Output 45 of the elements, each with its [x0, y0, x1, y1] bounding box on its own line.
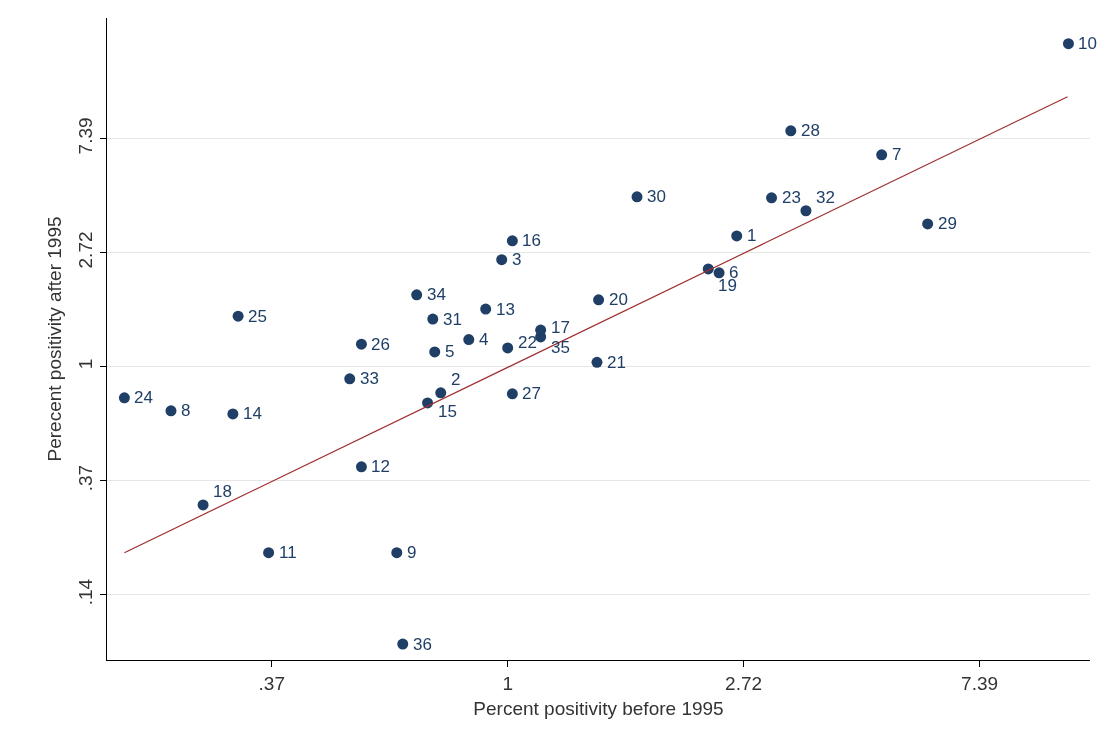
annotation: 5: [445, 342, 455, 361]
x-tick-label: .37: [258, 672, 285, 694]
annotation: 25: [248, 307, 267, 326]
annotation: 1: [747, 226, 757, 245]
annotation: 24: [134, 388, 153, 407]
y-tick-label: 1: [75, 358, 97, 370]
annotation: 4: [479, 330, 489, 349]
annotation: 22: [518, 333, 537, 352]
y-tick-label: 7.39: [75, 117, 97, 155]
annotation: 10: [1078, 34, 1097, 53]
annotation: 27: [522, 384, 541, 403]
annotation: 16: [522, 231, 541, 250]
annotation: 11: [279, 543, 297, 562]
annotation: 2: [451, 370, 461, 389]
annotation: 30: [647, 187, 666, 206]
annotation: 31: [443, 310, 462, 329]
annotation: 23: [782, 188, 801, 207]
annotation: 28: [801, 121, 820, 140]
x-tick-label: 1: [502, 672, 513, 694]
annotation: 8: [181, 401, 191, 420]
annotation: 32: [816, 188, 835, 207]
y-tick-label: .14: [75, 578, 97, 606]
annotation: 33: [360, 369, 379, 388]
annotation: 12: [371, 457, 390, 476]
x-axis-title: Percent positivity before 1995: [473, 697, 724, 719]
y-tick-label: .37: [75, 464, 97, 492]
annotation: 7: [892, 145, 902, 164]
annotation: 26: [371, 335, 390, 354]
annotation: 13: [496, 300, 515, 319]
y-axis-title: Perecent positivity after 1995: [44, 216, 66, 462]
annotation: 21: [607, 353, 626, 372]
annotation: 15: [438, 402, 457, 421]
y-tick-label: 2.72: [75, 231, 97, 269]
annotation: 9: [407, 543, 417, 562]
annotation: 36: [413, 635, 432, 654]
annotation: 17: [551, 318, 570, 337]
annotation: 35: [551, 338, 570, 357]
annotation: 18: [213, 482, 232, 501]
annotation: 20: [609, 290, 628, 309]
annotation: 34: [427, 285, 446, 304]
annotation: 3: [512, 250, 522, 269]
x-tick-label: 2.72: [725, 672, 763, 694]
annotation: 14: [243, 404, 262, 423]
x-tick-label: 7.39: [961, 672, 999, 694]
annotation: 29: [938, 214, 957, 233]
